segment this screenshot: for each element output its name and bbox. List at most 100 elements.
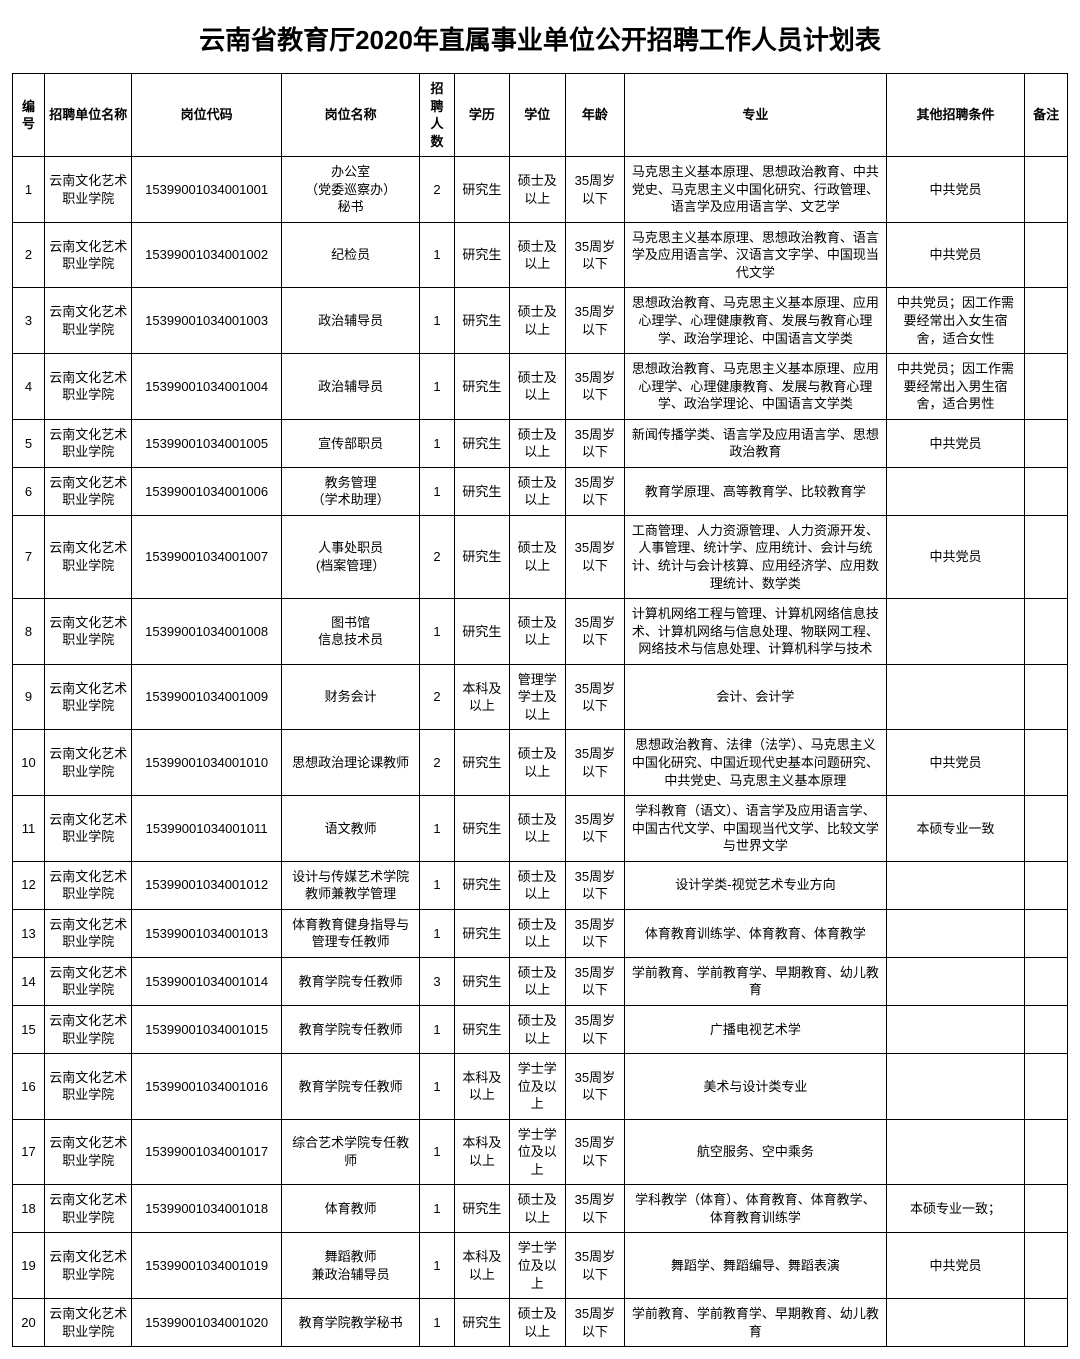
cell-edu: 研究生: [454, 222, 509, 288]
cell-pos: 教育学院专任教师: [281, 1054, 420, 1120]
cell-code: 15399001034001006: [132, 467, 281, 515]
cell-code: 15399001034001020: [132, 1299, 281, 1347]
cell-unit: 云南文化艺术职业学院: [45, 957, 132, 1005]
cell-note: [1025, 288, 1068, 354]
cell-code: 15399001034001016: [132, 1054, 281, 1120]
cell-major: 工商管理、人力资源管理、人力资源开发、人事管理、统计学、应用统计、会计与统计、统…: [625, 515, 886, 598]
table-row: 4云南文化艺术职业学院15399001034001004政治辅导员1研究生硕士及…: [13, 354, 1068, 420]
column-header: 岗位名称: [281, 74, 420, 157]
table-row: 7云南文化艺术职业学院15399001034001007人事处职员(档案管理）2…: [13, 515, 1068, 598]
cell-note: [1025, 354, 1068, 420]
cell-edu: 研究生: [454, 157, 509, 223]
cell-code: 15399001034001017: [132, 1119, 281, 1185]
cell-unit: 云南文化艺术职业学院: [45, 1233, 132, 1299]
cell-note: [1025, 664, 1068, 730]
cell-note: [1025, 730, 1068, 796]
cell-id: 13: [13, 909, 45, 957]
table-row: 15云南文化艺术职业学院15399001034001015教育学院专任教师1研究…: [13, 1005, 1068, 1053]
cell-code: 15399001034001019: [132, 1233, 281, 1299]
cell-edu: 研究生: [454, 288, 509, 354]
cell-code: 15399001034001005: [132, 419, 281, 467]
table-row: 8云南文化艺术职业学院15399001034001008图书馆信息技术员1研究生…: [13, 599, 1068, 665]
cell-other: [886, 1119, 1025, 1185]
table-row: 6云南文化艺术职业学院15399001034001006教务管理（学术助理）1研…: [13, 467, 1068, 515]
cell-degree: 硕士及以上: [510, 467, 565, 515]
cell-id: 1: [13, 157, 45, 223]
cell-age: 35周岁以下: [565, 515, 625, 598]
cell-count: 1: [420, 1233, 454, 1299]
cell-pos: 体育教师: [281, 1185, 420, 1233]
cell-degree: 管理学学士及以上: [510, 664, 565, 730]
page-title: 云南省教育厅2020年直属事业单位公开招聘工作人员计划表: [12, 20, 1068, 57]
cell-other: [886, 1005, 1025, 1053]
cell-major: 会计、会计学: [625, 664, 886, 730]
cell-count: 1: [420, 288, 454, 354]
cell-major: 美术与设计类专业: [625, 1054, 886, 1120]
cell-unit: 云南文化艺术职业学院: [45, 467, 132, 515]
cell-count: 1: [420, 1054, 454, 1120]
cell-id: 11: [13, 796, 45, 862]
cell-age: 35周岁以下: [565, 1233, 625, 1299]
cell-code: 15399001034001002: [132, 222, 281, 288]
cell-edu: 研究生: [454, 796, 509, 862]
cell-note: [1025, 909, 1068, 957]
cell-pos: 综合艺术学院专任教师: [281, 1119, 420, 1185]
cell-unit: 云南文化艺术职业学院: [45, 599, 132, 665]
cell-major: 思想政治教育、马克思主义基本原理、应用心理学、心理健康教育、发展与教育心理学、政…: [625, 288, 886, 354]
table-row: 17云南文化艺术职业学院15399001034001017综合艺术学院专任教师1…: [13, 1119, 1068, 1185]
cell-pos: 教育学院专任教师: [281, 1005, 420, 1053]
table-row: 13云南文化艺术职业学院15399001034001013体育教育健身指导与管理…: [13, 909, 1068, 957]
cell-pos: 办公室（党委巡察办）秘书: [281, 157, 420, 223]
cell-unit: 云南文化艺术职业学院: [45, 1119, 132, 1185]
table-row: 3云南文化艺术职业学院15399001034001003政治辅导员1研究生硕士及…: [13, 288, 1068, 354]
cell-age: 35周岁以下: [565, 222, 625, 288]
cell-count: 1: [420, 861, 454, 909]
cell-major: 学前教育、学前教育学、早期教育、幼儿教育: [625, 957, 886, 1005]
cell-count: 1: [420, 599, 454, 665]
cell-edu: 研究生: [454, 730, 509, 796]
cell-edu: 研究生: [454, 1005, 509, 1053]
cell-count: 1: [420, 1185, 454, 1233]
cell-edu: 研究生: [454, 861, 509, 909]
cell-age: 35周岁以下: [565, 1299, 625, 1347]
cell-other: 本硕专业一致: [886, 796, 1025, 862]
cell-major: 舞蹈学、舞蹈编导、舞蹈表演: [625, 1233, 886, 1299]
cell-edu: 本科及以上: [454, 1119, 509, 1185]
cell-count: 2: [420, 157, 454, 223]
cell-unit: 云南文化艺术职业学院: [45, 288, 132, 354]
cell-major: 学科教育（语文）、语言学及应用语言学、中国古代文学、中国现当代文学、比较文学与世…: [625, 796, 886, 862]
cell-degree: 硕士及以上: [510, 909, 565, 957]
cell-unit: 云南文化艺术职业学院: [45, 1005, 132, 1053]
cell-id: 16: [13, 1054, 45, 1120]
cell-id: 7: [13, 515, 45, 598]
cell-id: 19: [13, 1233, 45, 1299]
cell-id: 10: [13, 730, 45, 796]
cell-edu: 研究生: [454, 419, 509, 467]
cell-other: [886, 1299, 1025, 1347]
column-header: 招聘人数: [420, 74, 454, 157]
cell-age: 35周岁以下: [565, 796, 625, 862]
cell-id: 14: [13, 957, 45, 1005]
column-header: 编号: [13, 74, 45, 157]
cell-id: 5: [13, 419, 45, 467]
cell-major: 马克思主义基本原理、思想政治教育、中共党史、马克思主义中国化研究、行政管理、语言…: [625, 157, 886, 223]
cell-note: [1025, 861, 1068, 909]
cell-code: 15399001034001009: [132, 664, 281, 730]
cell-unit: 云南文化艺术职业学院: [45, 1185, 132, 1233]
cell-unit: 云南文化艺术职业学院: [45, 1299, 132, 1347]
cell-note: [1025, 467, 1068, 515]
cell-count: 1: [420, 1119, 454, 1185]
cell-count: 1: [420, 467, 454, 515]
cell-id: 3: [13, 288, 45, 354]
cell-pos: 纪检员: [281, 222, 420, 288]
table-row: 2云南文化艺术职业学院15399001034001002纪检员1研究生硕士及以上…: [13, 222, 1068, 288]
cell-code: 15399001034001014: [132, 957, 281, 1005]
cell-other: [886, 861, 1025, 909]
cell-major: 学科教学（体育）、体育教育、体育教学、体育教育训练学: [625, 1185, 886, 1233]
cell-age: 35周岁以下: [565, 157, 625, 223]
cell-edu: 研究生: [454, 957, 509, 1005]
cell-code: 15399001034001013: [132, 909, 281, 957]
cell-pos: 财务会计: [281, 664, 420, 730]
cell-other: [886, 467, 1025, 515]
cell-note: [1025, 796, 1068, 862]
